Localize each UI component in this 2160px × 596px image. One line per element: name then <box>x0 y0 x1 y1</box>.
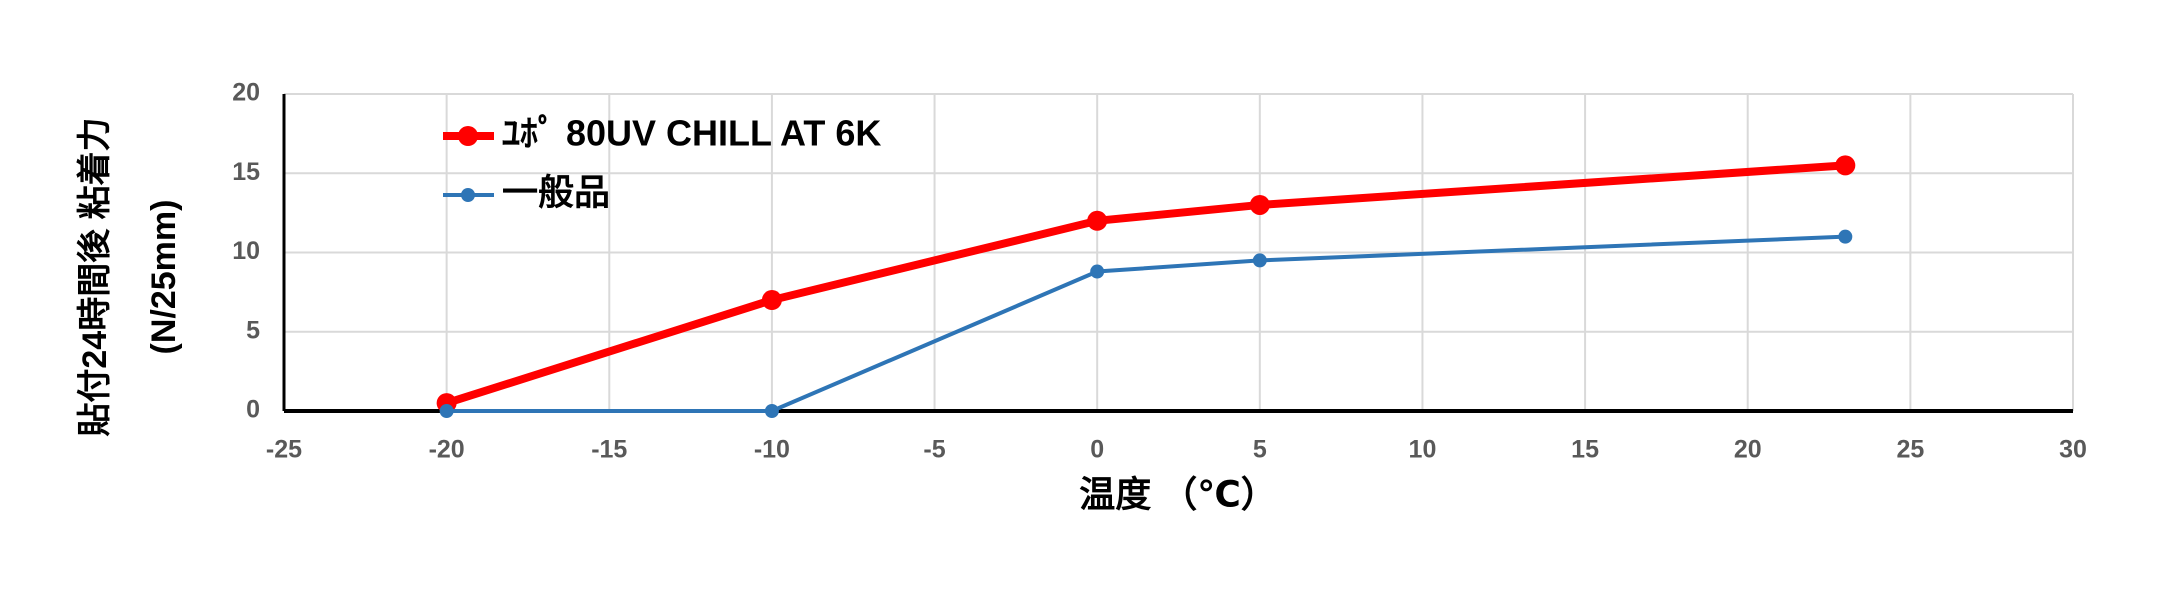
series-line <box>446 234 1846 413</box>
x-tick-label: -25 <box>266 436 302 464</box>
x-tick-label: -15 <box>591 436 627 464</box>
data-point <box>761 290 782 311</box>
legend-marker <box>458 126 478 146</box>
y-tick-label: 5 <box>246 316 260 344</box>
legend-label: 一般品 <box>502 172 610 213</box>
x-tick-label: 25 <box>1896 436 1924 464</box>
x-tick-label: 20 <box>1734 436 1762 464</box>
data-point <box>1252 253 1267 268</box>
x-tick-label: -5 <box>923 436 945 464</box>
y-axis-title-line: 貼付24時間後 粘着力 <box>76 117 114 436</box>
data-point <box>1835 155 1856 176</box>
x-tick-label: 10 <box>1409 436 1437 464</box>
data-point <box>439 404 454 418</box>
data-point <box>1087 210 1108 231</box>
x-tick-label: -20 <box>429 436 465 464</box>
y-tick-label: 10 <box>232 237 260 265</box>
y-tick-label: 15 <box>232 158 260 186</box>
y-tick-label: 0 <box>246 396 260 424</box>
legend-marker <box>461 188 475 202</box>
data-point <box>764 404 779 418</box>
x-tick-label: 15 <box>1571 436 1599 464</box>
x-tick-label: -10 <box>754 436 790 464</box>
series-line <box>445 161 1846 407</box>
data-point <box>1090 264 1105 279</box>
data-point <box>1838 229 1853 244</box>
data-point <box>1249 194 1270 215</box>
x-axis-title: 温度 （℃） <box>1079 474 1277 515</box>
x-tick-label: 0 <box>1090 436 1104 464</box>
y-axis-title-line: (N/25mm) <box>145 200 183 355</box>
y-tick-label: 20 <box>232 79 260 107</box>
x-tick-label: 30 <box>2059 436 2087 464</box>
legend-label: ﾕﾎﾟ 80UV CHILL AT 6K <box>502 113 881 154</box>
y-axis-title: 貼付24時間後 粘着力 (N/25mm) <box>76 117 183 436</box>
x-tick-label: 5 <box>1253 436 1267 464</box>
